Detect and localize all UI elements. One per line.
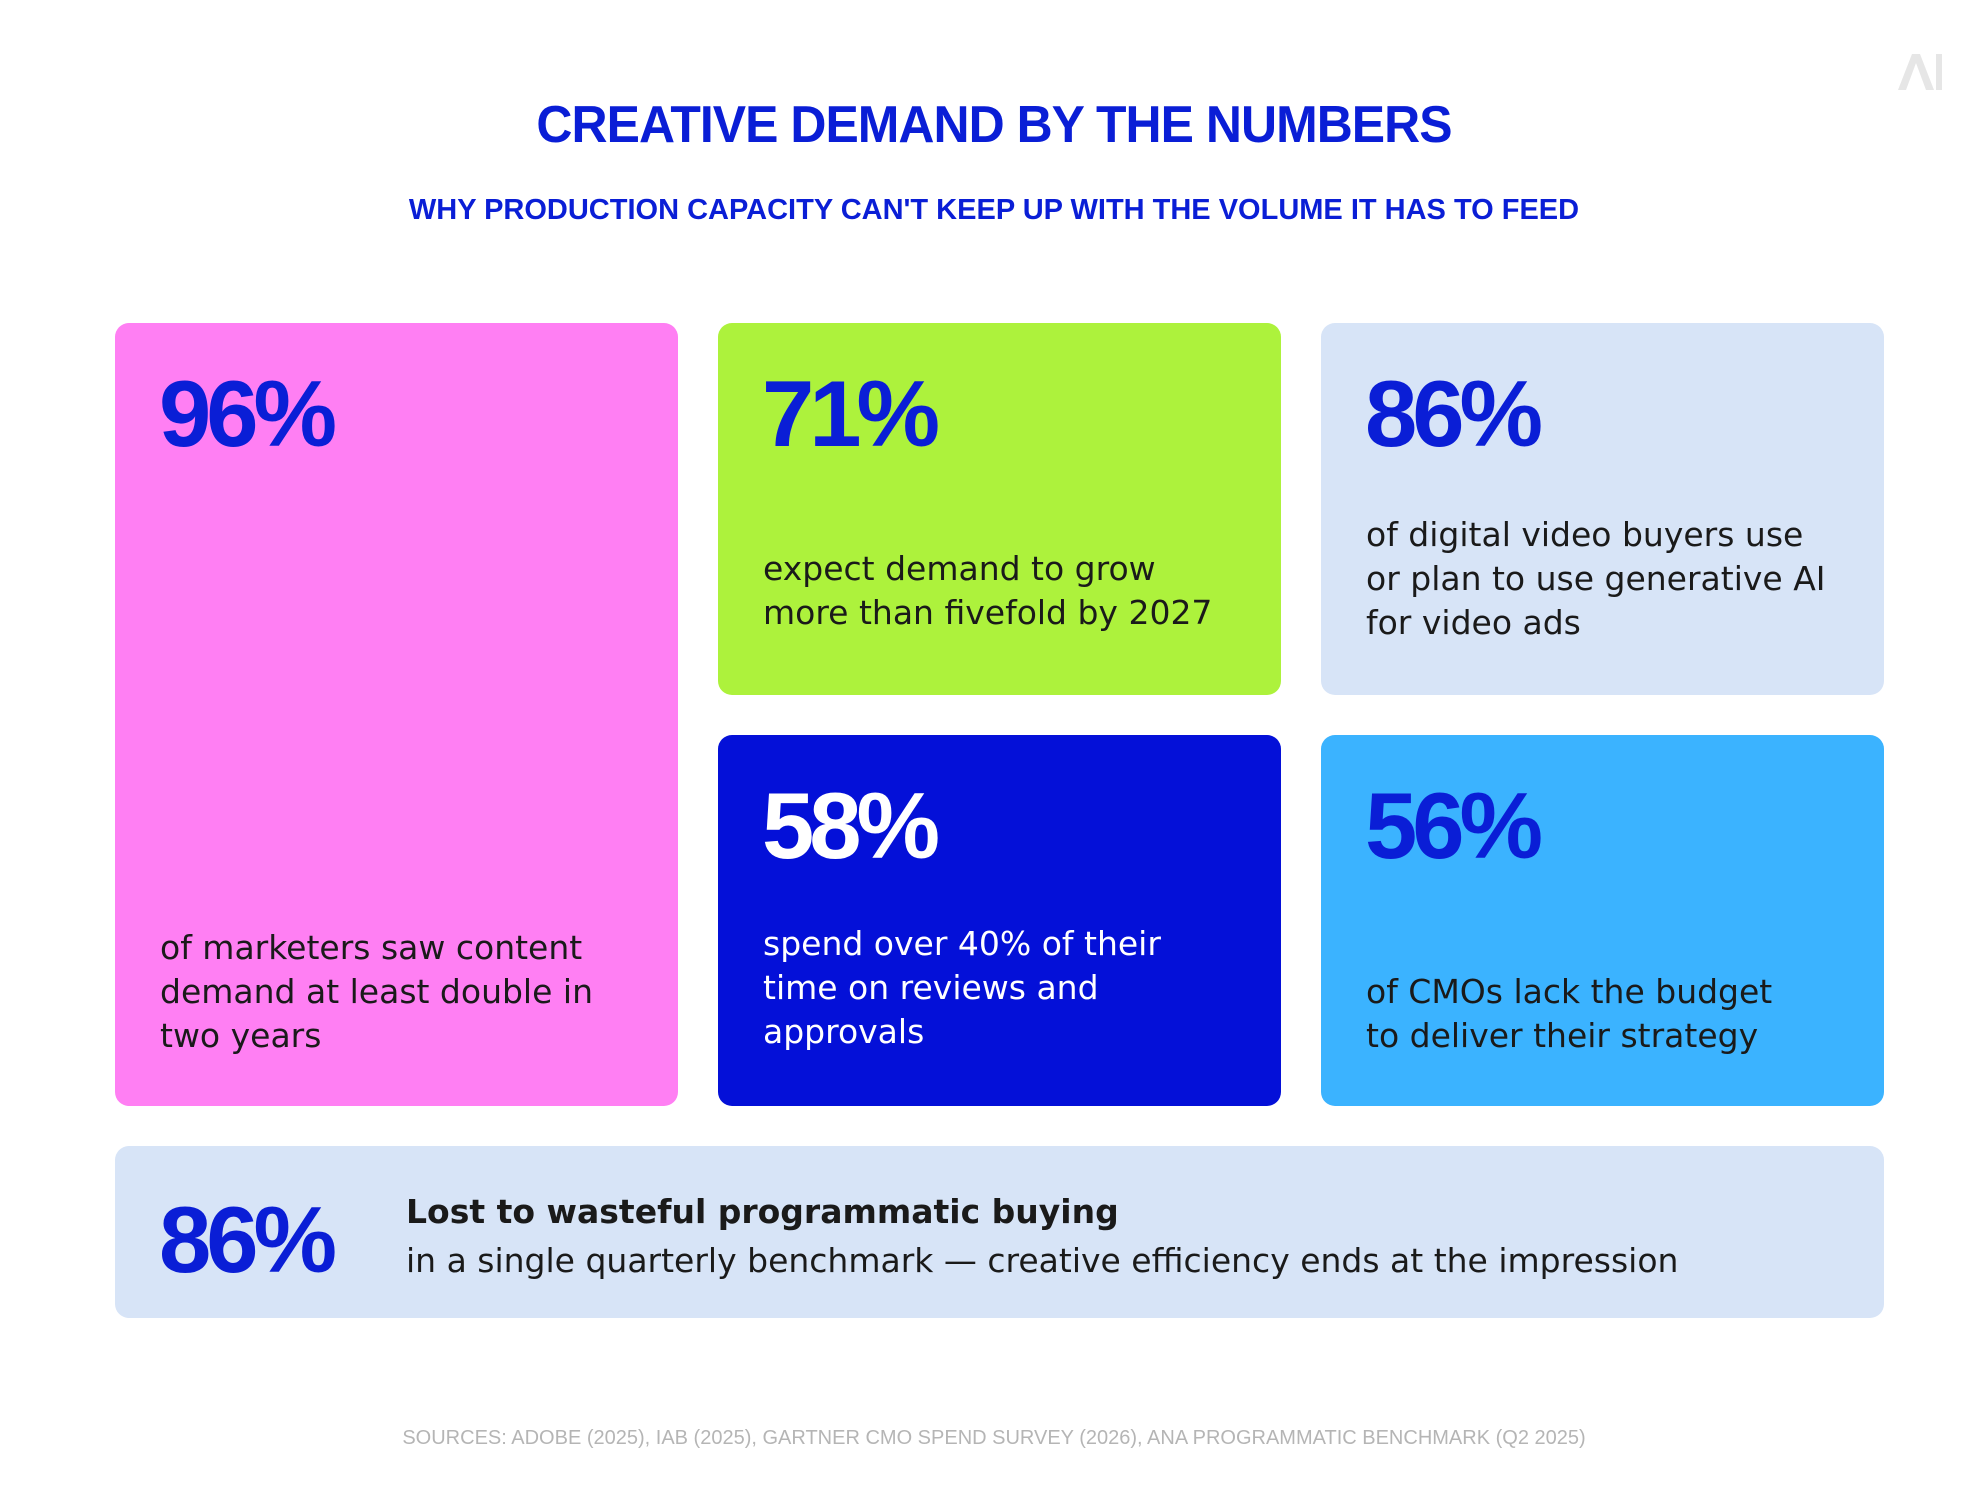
stat-value: 71% [762, 361, 940, 466]
sources-footnote: SOURCES: ADOBE (2025), IAB (2025), GARTN… [402, 1427, 1586, 1449]
stat-description: of digital video buyers use or plan to u… [1366, 515, 1826, 642]
stat-description: spend over 40% of their time on reviews … [763, 924, 1161, 1051]
stat-description: of marketers saw content demand at least… [160, 928, 593, 1055]
brand-logo [1898, 54, 1942, 90]
banner-headline: Lost to wasteful programmatic buying [406, 1192, 1119, 1231]
stat-value: 56% [1365, 773, 1543, 878]
stat-card-cmo-budget: 56% of CMOs lack the budget to deliver t… [1321, 735, 1884, 1106]
banner-stat-value: 86% [159, 1187, 337, 1292]
stat-description: expect demand to grow more than fivefold… [763, 549, 1213, 632]
stat-value: 58% [762, 773, 940, 878]
banner-subtext: in a single quarterly benchmark — creati… [406, 1241, 1679, 1280]
stat-value: 86% [1365, 361, 1543, 466]
stat-banner-programmatic-waste: 86% Lost to wasteful programmatic buying… [115, 1146, 1884, 1318]
stat-card-demand-growth: 71% expect demand to grow more than five… [718, 323, 1281, 695]
ai-logo-icon [1898, 54, 1942, 90]
stat-value: 96% [159, 361, 337, 466]
page-subtitle: WHY PRODUCTION CAPACITY CAN'T KEEP UP WI… [408, 194, 1580, 226]
stat-card-content-demand: 96% of marketers saw content demand at l… [115, 323, 678, 1106]
stat-card-review-time: 58% spend over 40% of their time on revi… [718, 735, 1281, 1106]
page-title: CREATIVE DEMAND BY THE NUMBERS [536, 96, 1452, 154]
stat-description: of CMOs lack the budget to deliver their… [1366, 972, 1773, 1055]
stat-card-video-buyers: 86% of digital video buyers use or plan … [1321, 323, 1884, 695]
